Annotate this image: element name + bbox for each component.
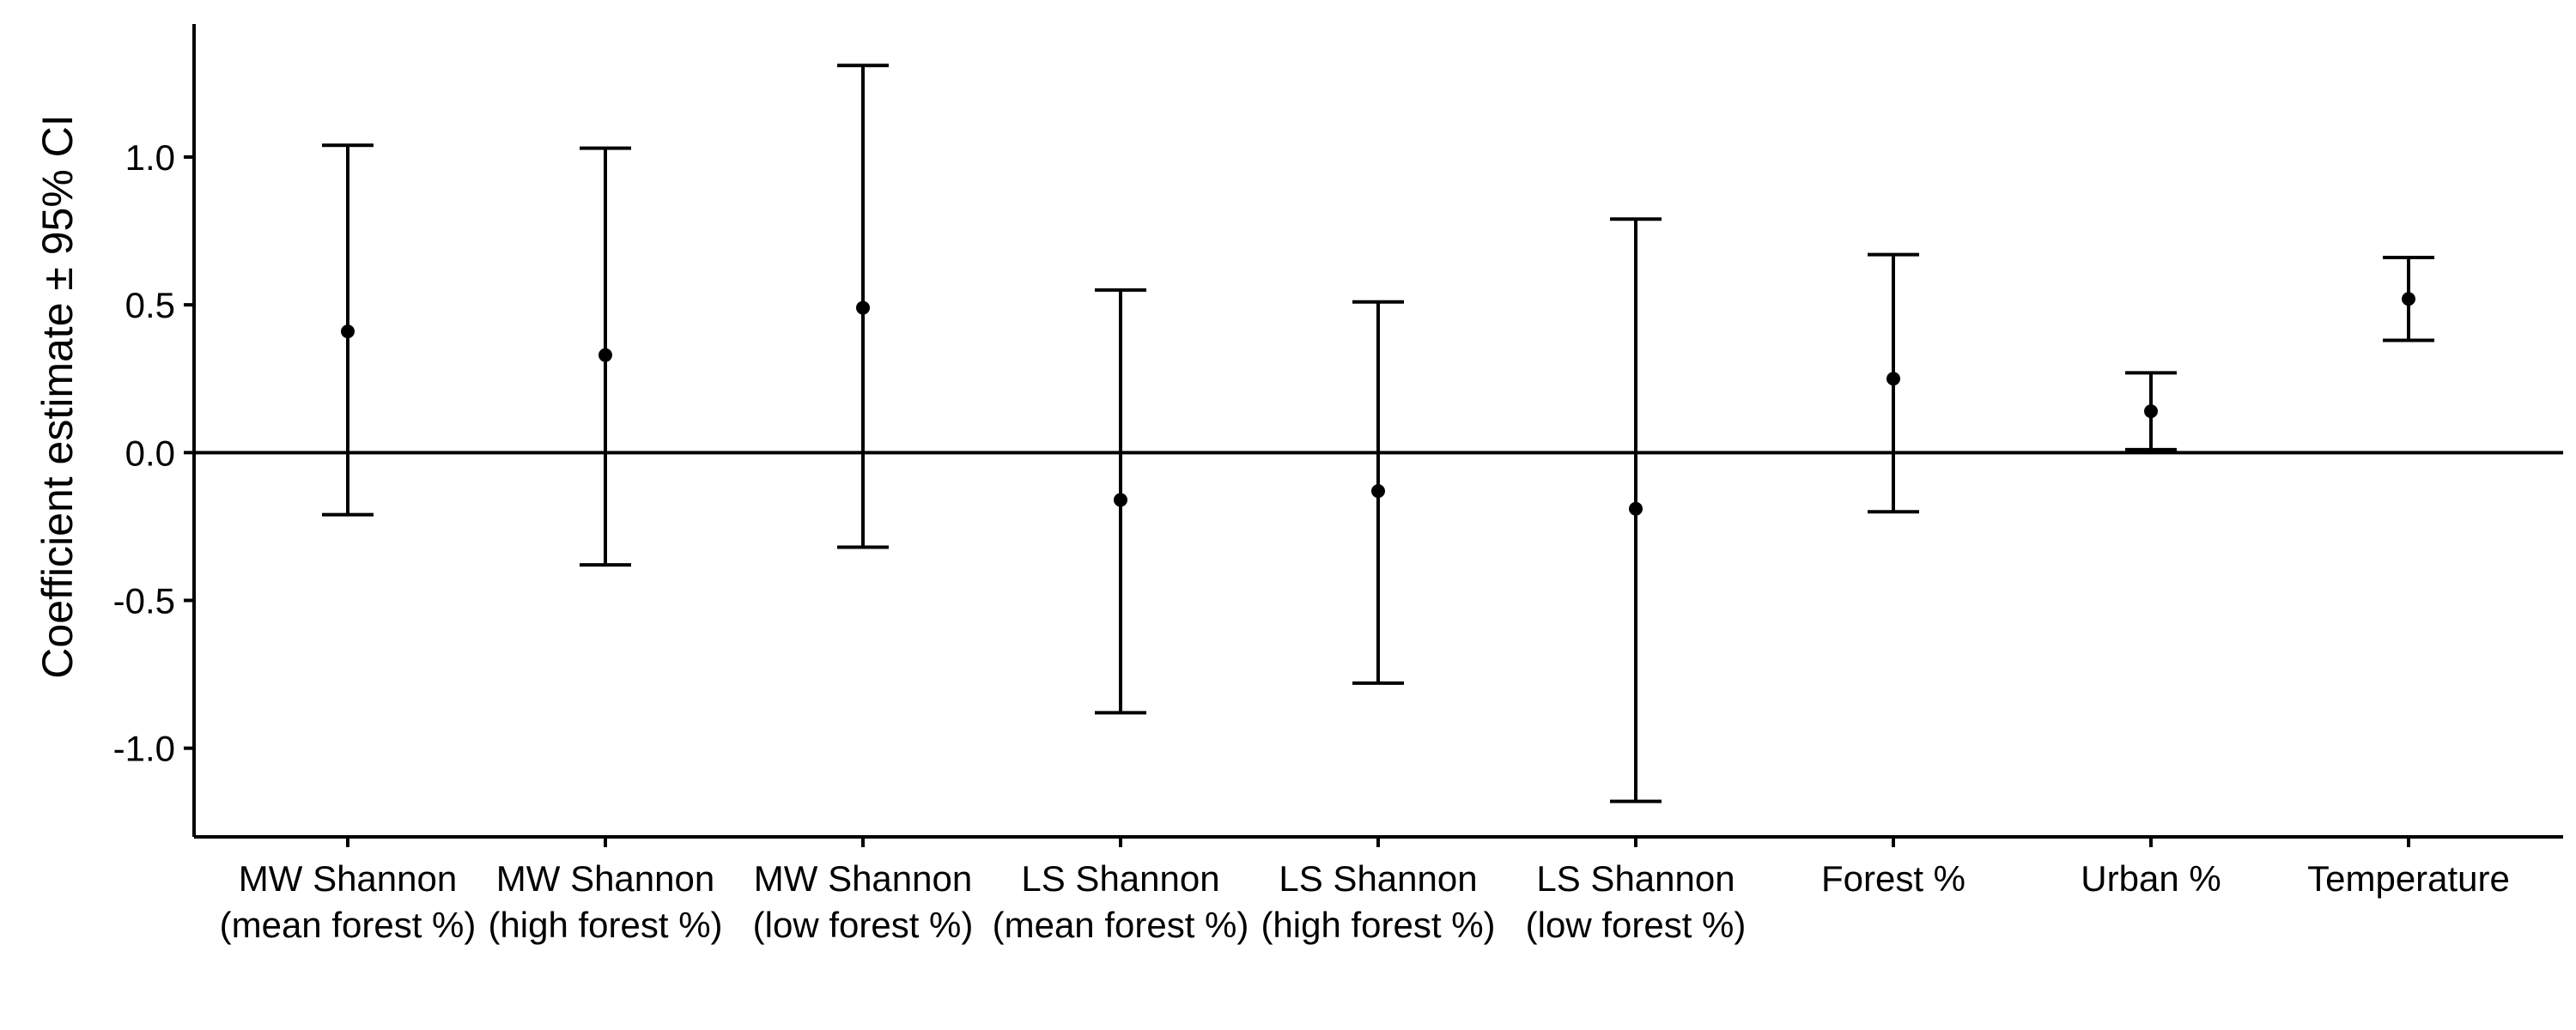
- x-category-label: MW Shannon: [239, 858, 457, 899]
- x-category-label: (high forest %): [1261, 905, 1495, 945]
- coefficient-point: [1629, 501, 1643, 516]
- coefficient-point: [1114, 493, 1127, 507]
- y-tick-label: -0.5: [113, 581, 175, 621]
- coefficient-point: [2144, 404, 2158, 419]
- x-category-label: Temperature: [2307, 858, 2510, 899]
- coefficient-point: [1371, 484, 1385, 499]
- y-axis-title: Coefficient estimate ± 95% CI: [33, 114, 82, 678]
- x-category-label: (mean forest %): [220, 905, 477, 945]
- x-category-label: MW Shannon: [496, 858, 714, 899]
- coefficient-point: [341, 324, 355, 339]
- x-category-label: Forest %: [1821, 858, 1965, 899]
- coefficient-point: [1886, 372, 1900, 386]
- y-tick-label: -1.0: [113, 729, 175, 769]
- y-tick-label: 0.5: [125, 285, 175, 325]
- y-tick-label: 1.0: [125, 137, 175, 178]
- coefficient-point: [856, 300, 870, 315]
- x-category-label: LS Shannon: [1021, 858, 1219, 899]
- y-tick-label: 0.0: [125, 433, 175, 473]
- x-category-label: (low forest %): [1526, 905, 1747, 945]
- x-category-label: Urban %: [2081, 858, 2221, 899]
- x-category-label: MW Shannon: [754, 858, 972, 899]
- coefficient-point: [598, 348, 612, 362]
- x-category-label: LS Shannon: [1536, 858, 1735, 899]
- x-category-label: (high forest %): [488, 905, 722, 945]
- x-category-label: LS Shannon: [1279, 858, 1477, 899]
- plot-layer: 1.0 0.5 0.0 -0.5 -1.0 MW Shannon (mean forest …: [113, 24, 2563, 945]
- x-category-label: (mean forest %): [993, 905, 1249, 945]
- coefficient-point: [2402, 292, 2415, 306]
- x-category-label: (low forest %): [753, 905, 974, 945]
